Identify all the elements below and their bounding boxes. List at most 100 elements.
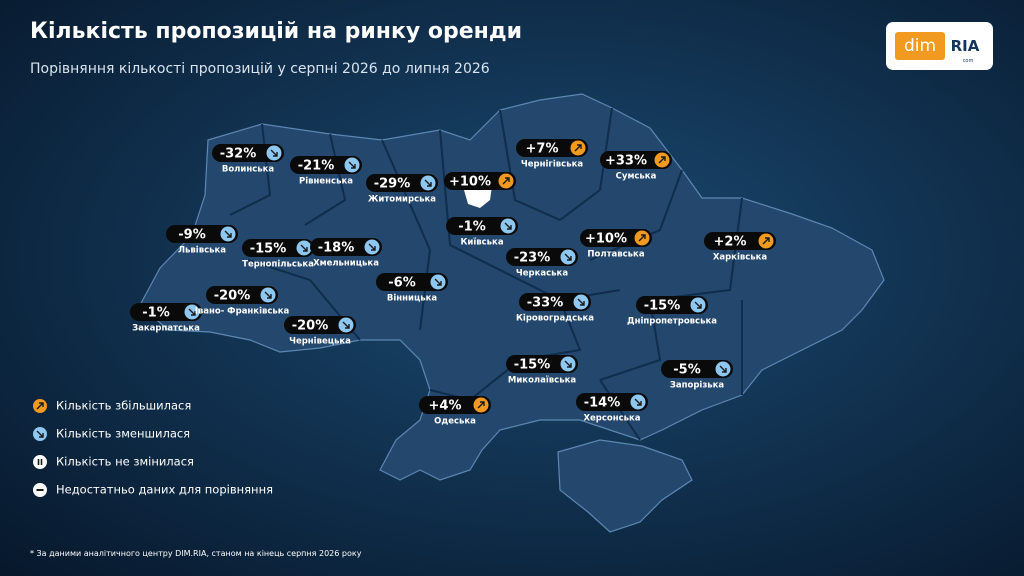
legend-arrow-down xyxy=(36,430,44,438)
trend-arrow xyxy=(270,149,278,157)
legend-pause xyxy=(37,459,43,465)
badge-value: -15% xyxy=(250,242,287,257)
logo: dim RIA com xyxy=(886,22,993,70)
badge-bg xyxy=(242,239,314,257)
region-badge: +10% Київ xyxy=(444,172,516,202)
badge-value: -1% xyxy=(142,306,169,321)
region-name: Миколаївська xyxy=(508,376,576,386)
region-badge: +7% Чернігівська xyxy=(516,139,588,170)
badge-bg xyxy=(516,139,588,157)
badge-bg xyxy=(661,360,733,378)
badge-bg xyxy=(166,225,238,243)
badge-bg xyxy=(130,303,202,321)
badge-value: +7% xyxy=(526,142,559,157)
trend-arrow xyxy=(564,360,572,368)
badge-bg xyxy=(446,217,518,235)
legend-icon-same xyxy=(33,455,47,469)
region-name: Дніпропетровська xyxy=(627,316,717,327)
badge-value: -20% xyxy=(214,289,251,304)
legend: Кількість збільшилася Кількість зменшила… xyxy=(33,399,273,497)
mainland xyxy=(139,93,885,481)
region-name: Черкаська xyxy=(516,269,568,279)
badge-value: -6% xyxy=(388,276,415,291)
region-badge: -20% Чернівецька xyxy=(284,316,356,347)
badge-bg xyxy=(310,238,382,256)
badge-bg xyxy=(366,174,438,192)
region-name: Івано- Франківська xyxy=(195,306,290,317)
trend-arrow xyxy=(264,291,272,299)
region-badge: -20% Івано- Франківська xyxy=(195,286,290,317)
region-badge: -23% Черкаська xyxy=(506,248,578,279)
region-badge: +10% Полтавська xyxy=(580,229,652,260)
region-badge: -1% Закарпатська xyxy=(130,303,202,334)
region-name: Чернігівська xyxy=(521,159,583,170)
region-name: Одеська xyxy=(434,417,476,427)
region-name: Рівненська xyxy=(299,176,353,187)
badge-bg xyxy=(376,273,448,291)
subtitle: Порівняння кількості пропозицій у серпні… xyxy=(30,61,490,77)
badge-bg xyxy=(580,229,652,247)
region-badge: +4% Одеська xyxy=(419,396,491,427)
trend-arrow xyxy=(300,244,308,252)
trend-arrow xyxy=(504,222,512,230)
logo-dim-box xyxy=(895,32,945,60)
trend-arrow xyxy=(502,177,510,185)
region-name: Закарпатська xyxy=(132,324,200,334)
region-name: Сумська xyxy=(616,172,657,182)
footnote: * За даними аналітичного центру DIM.RIA,… xyxy=(30,549,362,558)
trend-arrow xyxy=(694,301,702,309)
trend-arrow xyxy=(477,401,485,409)
legend-text: Кількість зменшилася xyxy=(56,427,190,441)
region-badge: -18% Хмельницька xyxy=(310,238,382,269)
badge-value: -15% xyxy=(514,358,551,373)
trend-arrow xyxy=(564,253,572,261)
region-name: Запорізька xyxy=(670,380,725,391)
region-badge: +33% Сумська xyxy=(600,151,672,182)
region-badge: -29% Житомирська xyxy=(366,174,438,205)
badge-bg xyxy=(506,355,578,373)
badge-value: -33% xyxy=(527,296,564,311)
badge-bg xyxy=(290,156,362,174)
badge-value: -21% xyxy=(298,159,335,174)
badge-bg xyxy=(600,151,672,169)
badge-value: +10% xyxy=(449,175,491,190)
trend-arrow xyxy=(574,144,582,152)
badge-bg xyxy=(519,293,591,311)
logo-dim: dim xyxy=(904,36,936,56)
legend-text: Недостатньо даних для порівняння xyxy=(56,483,273,497)
region-name: Волинська xyxy=(222,165,275,175)
region-name: Полтавська xyxy=(587,250,644,260)
trend-arrow xyxy=(638,234,646,242)
regions: -32% Волинська -21% Рівненська -29% Житомирсь… xyxy=(130,139,776,427)
region-name: Хмельницька xyxy=(313,259,379,269)
logo-com: com xyxy=(963,58,974,64)
legend-arrow-up xyxy=(36,402,44,410)
badge-value: -29% xyxy=(374,177,411,192)
badge-value: -1% xyxy=(458,220,485,235)
badge-bg xyxy=(419,396,491,414)
region-name: Київська xyxy=(460,238,503,248)
region-name: Чернівецька xyxy=(289,336,351,347)
logo-ria: RIA xyxy=(951,37,980,55)
badge-value: -20% xyxy=(292,319,329,334)
badge-bg xyxy=(704,232,776,250)
badge-value: -14% xyxy=(584,396,621,411)
badge-value: -32% xyxy=(220,147,257,162)
region-badge: -6% Вінницька xyxy=(376,273,448,304)
region-badge: -15% Тернопільська xyxy=(242,239,314,270)
trend-arrow xyxy=(719,365,727,373)
badge-value: -15% xyxy=(644,299,681,314)
region-badge: -5% Запорізька xyxy=(661,360,733,391)
region-name: Харківська xyxy=(713,252,768,263)
badge-value: +4% xyxy=(429,399,462,414)
region-badge: -33% Кіровоградська xyxy=(516,293,594,324)
region-badge: -14% Херсонська xyxy=(576,393,648,424)
trend-arrow xyxy=(658,156,666,164)
title: Кількість пропозицій на ринку оренди xyxy=(30,19,522,44)
region-name: Херсонська xyxy=(583,414,640,424)
region-badge: -1% Київська xyxy=(446,217,518,248)
trend-arrow xyxy=(368,243,376,251)
trend-arrow xyxy=(342,321,350,329)
badge-bg xyxy=(506,248,578,266)
